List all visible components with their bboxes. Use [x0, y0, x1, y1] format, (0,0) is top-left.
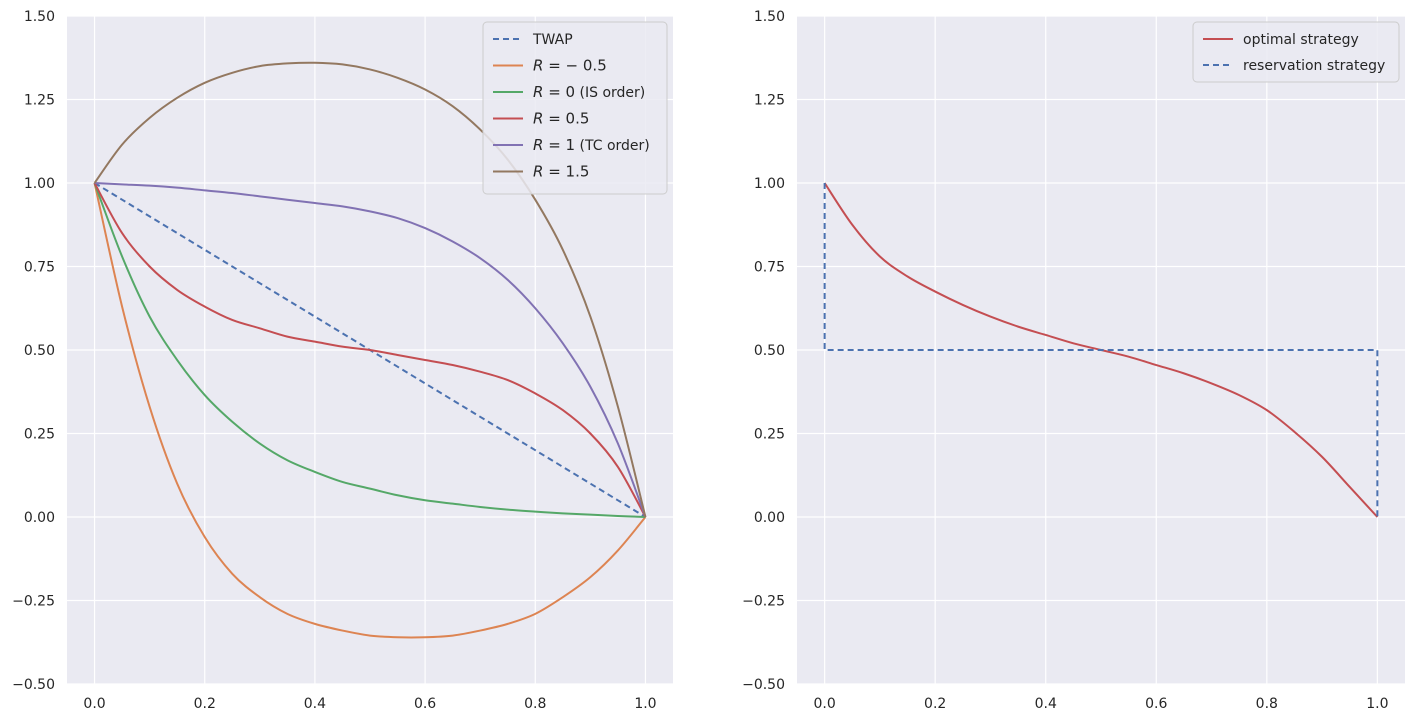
chart-panel-1: 0.0 0.2 0.4 0.6 0.8 1.0 −0.50 −0.25 0.00 0.25 0.50…	[12, 9, 673, 712]
series-line-4	[93, 182, 647, 518]
y-tick-label: −0.25	[742, 594, 785, 610]
y-tick-label: 0.00	[754, 510, 785, 526]
x-tick-label: 1.0	[634, 696, 656, 712]
x-tick-label: 1.0	[1366, 696, 1388, 712]
legend-entry-label: R = 1.5	[533, 163, 589, 181]
chart-panel-2: 0.0 0.2 0.4 0.6 0.8 1.0 −0.50 −0.25 0.00 0.25 0.50…	[742, 9, 1405, 712]
y-tick-label: 1.50	[24, 9, 55, 25]
legend-entry-label: R = 1 (TC order)	[533, 136, 650, 154]
y-tick-label: 1.25	[24, 93, 55, 109]
y-tick-label: 0.00	[24, 510, 55, 526]
y-tick-label: 1.50	[754, 9, 785, 25]
series-line-2	[93, 182, 647, 639]
legend-box	[482, 21, 668, 195]
y-tick-label: −0.50	[742, 677, 785, 693]
series-line-6	[93, 61, 647, 518]
y-tick-label: −0.25	[12, 594, 55, 610]
x-tick-label: 0.6	[414, 696, 436, 712]
y-tick-label: 1.25	[754, 93, 785, 109]
y-tick-label: 0.75	[754, 260, 785, 276]
legend-entry-label: R = 0 (IS order)	[533, 83, 645, 101]
x-tick-label: 0.0	[814, 696, 836, 712]
x-tick-label: 0.2	[194, 696, 216, 712]
legend-entry-label: optimal strategy	[1243, 32, 1359, 48]
x-tick-label: 0.6	[1145, 696, 1167, 712]
series-line-5	[94, 182, 647, 518]
x-tick-label: 0.4	[304, 696, 326, 712]
y-tick-label: 0.50	[24, 343, 55, 359]
legend-box	[1192, 21, 1400, 83]
x-tick-label: 0.8	[524, 696, 546, 712]
legend-entry-label: R = − 0.5	[533, 57, 607, 75]
legend: TWAP R = − 0.5 R = 0 (IS order) R = 0.5 R = …	[482, 21, 668, 195]
x-tick-label: 0.4	[1035, 696, 1057, 712]
legend-entry-label: reservation strategy	[1243, 58, 1385, 74]
legend: optimal strategy reservation strategy	[1192, 21, 1400, 83]
y-tick-label: 1.00	[754, 176, 785, 192]
y-tick-label: −0.50	[12, 677, 55, 693]
y-tick-label: 0.25	[754, 427, 785, 443]
legend-entry-label: R = 0.5	[533, 110, 589, 128]
y-tick-label: 0.75	[24, 260, 55, 276]
legend-entry-label: TWAP	[532, 32, 573, 48]
x-tick-label: 0.0	[83, 696, 105, 712]
y-tick-label: 1.00	[24, 176, 55, 192]
y-tick-label: 0.50	[754, 343, 785, 359]
series-line-3	[93, 182, 646, 518]
series-line-2	[823, 183, 1379, 517]
x-tick-label: 0.2	[924, 696, 946, 712]
x-tick-label: 0.8	[1256, 696, 1278, 712]
y-tick-label: 0.25	[24, 427, 55, 443]
